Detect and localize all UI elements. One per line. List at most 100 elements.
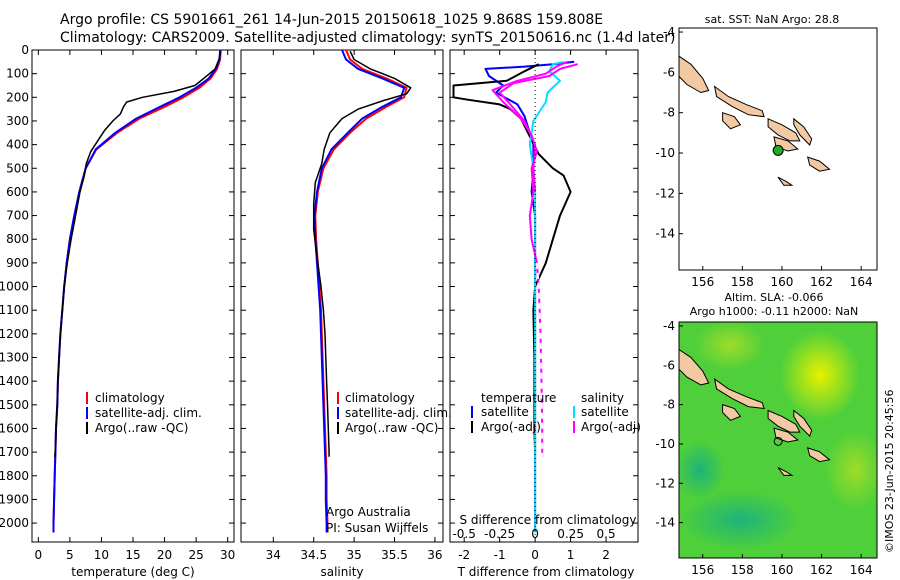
island-shape [777, 467, 794, 476]
imos-credit: ©IMOS 23-Jun-2015 20:45:56 [883, 389, 896, 553]
sla-map-frame [678, 321, 878, 559]
difference-plot: -2 -1 0 1 2 -0.5 -0.25 0 0.25 0.5 [450, 49, 638, 562]
map-y-tick-label: -8 [663, 398, 675, 412]
map-y-tick-label: -6 [663, 65, 675, 79]
map-x-tick-label: 156 [691, 275, 714, 289]
y-tick-label: 1700 [0, 445, 29, 459]
s-tick-label: 0.5 [597, 527, 616, 541]
s-difference-axis-label: S difference from climatology [460, 513, 637, 527]
y-tick-label: 500 [6, 161, 29, 175]
s-tick-label: 0.25 [557, 527, 584, 541]
island-shape [713, 85, 765, 118]
legend-temperature-title: temperature [481, 391, 556, 405]
argo-location-marker [773, 436, 783, 446]
y-tick-label: 1900 [0, 492, 29, 506]
salinity-plot: 34 34.5 35 35.5 36 [241, 49, 443, 562]
sla-map-title-line1: Altim. SLA: -0.066 [724, 291, 823, 304]
x-tick-label: 0 [531, 548, 539, 562]
island-shape [773, 427, 799, 443]
temperature-plot: 0 5 10 15 20 25 30 [32, 49, 235, 562]
s-tick-label: -0.25 [484, 527, 515, 541]
x-tick-label: -1 [494, 548, 506, 562]
series-line-climatology [314, 49, 408, 533]
x-tick-label: 34 [266, 548, 281, 562]
y-tick-label: 300 [6, 114, 29, 128]
island-shape [777, 176, 794, 186]
series-line-argo-raw-qc- [53, 51, 222, 457]
salinity-legend: climatology satellite-adj. clim. Argo(..… [337, 391, 452, 435]
map-y-tick-label: -6 [663, 358, 675, 372]
title-line2: Climatology: CARS2009. Satellite-adjuste… [60, 30, 675, 46]
x-tick-label: 35 [346, 548, 361, 562]
y-tick-label: 1000 [0, 280, 29, 294]
sla-map-title-line2: Argo h1000: -0.11 h2000: NaN [690, 305, 859, 318]
series-line-climatology [52, 49, 222, 533]
legend-t-sat-label: satellite [481, 405, 529, 419]
map-y-tick-label: -10 [655, 437, 675, 451]
s-tick-label: 0 [531, 527, 539, 541]
island-shape [806, 447, 831, 463]
series-line-satellite-adj-clim- [52, 49, 222, 533]
legend-t-argo-label: Argo(-adj) [481, 420, 541, 434]
map-x-tick-label: 162 [810, 563, 833, 577]
legend-sat-label: satellite-adj. clim. [345, 406, 452, 420]
island-shape [722, 112, 742, 130]
map-x-tick-label: 160 [771, 563, 794, 577]
salinity-plot-frame [240, 49, 444, 543]
y-tick-label: 1600 [0, 421, 29, 435]
sst-map-title: sat. SST: NaN Argo: 28.8 [705, 13, 839, 26]
map-y-tick-label: -8 [663, 106, 675, 120]
map-x-tick-label: 162 [810, 275, 833, 289]
island-shape [722, 403, 742, 421]
legend-s-argo-label: Argo(-adj) [581, 420, 641, 434]
map-x-tick-label: 158 [731, 563, 754, 577]
island-shape [793, 117, 813, 146]
legend-s-sat-label: satellite [581, 405, 629, 419]
x-tick-label: 2 [602, 548, 610, 562]
argo-location-marker [772, 144, 784, 156]
y-tick-label: 0 [21, 43, 29, 57]
island-shape [678, 348, 710, 386]
series-line-satellite-adj-clim- [313, 49, 406, 533]
y-tick-label: 1200 [0, 327, 29, 341]
sla-heatmap [679, 322, 877, 558]
y-tick-label: 2000 [0, 516, 29, 530]
y-tick-label: 1800 [0, 469, 29, 483]
legend-clim-label: climatology [95, 391, 165, 405]
x-tick-label: 30 [220, 548, 235, 562]
map-y-tick-label: -12 [655, 476, 675, 490]
difference-legend: temperature satellite Argo(-adj) salinit… [471, 391, 641, 434]
y-tick-label: 700 [6, 209, 29, 223]
legend-salinity-title: salinity [581, 391, 624, 405]
depth-tick-labels: 0 100 200 300 400 500 600 700 800 900 1000 1100 1200… [0, 43, 29, 530]
y-tick-label: 800 [6, 232, 29, 246]
x-tick-label: -2 [458, 548, 470, 562]
map-x-tick-label: 158 [731, 275, 754, 289]
temperature-axis-label: temperature (deg C) [71, 565, 194, 579]
x-tick-label: 1 [567, 548, 575, 562]
island-shape [767, 409, 801, 433]
x-tick-label: 34.5 [300, 548, 327, 562]
y-tick-label: 1100 [0, 303, 29, 317]
x-tick-label: 20 [157, 548, 172, 562]
sla-mid-patch [695, 322, 765, 370]
y-tick-label: 600 [6, 185, 29, 199]
y-tick-label: 200 [6, 90, 29, 104]
x-tick-label: 5 [66, 548, 74, 562]
legend-sat-label: satellite-adj. clim. [95, 406, 202, 420]
legend-argo-label: Argo(..raw -QC) [345, 421, 438, 435]
island-shape [678, 55, 710, 94]
sla-low-patch [680, 490, 800, 550]
island-shape [793, 409, 813, 438]
y-tick-label: 100 [6, 67, 29, 81]
map-y-tick-label: -4 [663, 25, 675, 39]
sla-mid-patch [825, 430, 877, 510]
y-tick-label: 1500 [0, 398, 29, 412]
island-shape [806, 156, 831, 172]
x-tick-label: 0 [34, 548, 42, 562]
y-tick-label: 900 [6, 256, 29, 270]
title-line1: Argo profile: CS 5901661_261 14-Jun-2015… [60, 12, 603, 28]
map-x-tick-label: 164 [850, 275, 873, 289]
map-x-tick-label: 156 [691, 563, 714, 577]
